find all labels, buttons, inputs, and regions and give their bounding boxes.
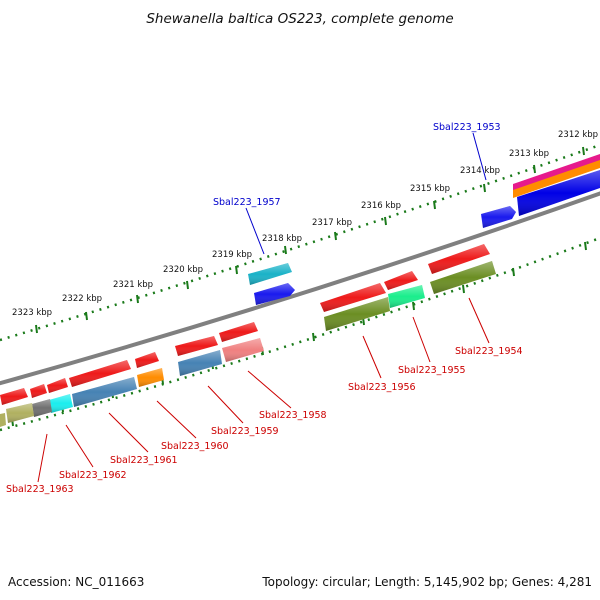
tick-label-2319: 2319 kbp bbox=[212, 250, 252, 260]
gene-label-sbal223-1953[interactable]: Sbal223_1953 bbox=[433, 122, 501, 133]
gene-sbal223-1953-arrow[interactable] bbox=[481, 206, 516, 228]
tick-label-2317: 2317 kbp bbox=[312, 218, 352, 228]
gene-sbal223-1955-arrows[interactable] bbox=[384, 271, 425, 308]
label-leader-lines bbox=[37, 132, 490, 483]
leftmost-gene-arrows[interactable] bbox=[0, 388, 34, 427]
gene-label-sbal223-1954[interactable]: Sbal223_1954 bbox=[455, 346, 523, 357]
gene-sbal223-1960-arrows[interactable] bbox=[135, 352, 164, 387]
tick-label-2313: 2313 kbp bbox=[509, 149, 549, 159]
tick-label-2312: 2312 kbp bbox=[558, 130, 598, 140]
topology-summary-text: Topology: circular; Length: 5,145,902 bp… bbox=[261, 575, 592, 589]
gene-sbal223-1962-arrows[interactable] bbox=[47, 378, 73, 413]
gene-label-sbal223-1960[interactable]: Sbal223_1960 bbox=[161, 441, 229, 452]
gene-label-sbal223-1962[interactable]: Sbal223_1962 bbox=[59, 470, 127, 481]
tick-label-2316: 2316 kbp bbox=[361, 201, 401, 211]
gene-sbal223-1961-arrows[interactable] bbox=[69, 360, 137, 407]
tick-label-2314: 2314 kbp bbox=[460, 166, 500, 176]
gene-sbal223-1957-arrows[interactable] bbox=[248, 263, 295, 305]
gene-label-sbal223-1963[interactable]: Sbal223_1963 bbox=[6, 484, 74, 495]
forward-feature-bands bbox=[513, 154, 600, 216]
upper-major-ticks bbox=[35, 146, 585, 334]
gene-label-sbal223-1959[interactable]: Sbal223_1959 bbox=[211, 426, 279, 437]
map-title: Shewanella baltica OS223, complete genom… bbox=[146, 11, 453, 27]
upper-tick-track bbox=[0, 143, 600, 342]
gene-sbal223-1956-arrows[interactable] bbox=[320, 283, 390, 331]
gene-label-sbal223-1957[interactable]: Sbal223_1957 bbox=[213, 197, 281, 208]
gene-label-sbal223-1961[interactable]: Sbal223_1961 bbox=[110, 455, 178, 466]
tick-label-2321: 2321 kbp bbox=[113, 280, 153, 290]
tick-label-2315: 2315 kbp bbox=[410, 184, 450, 194]
gene-label-sbal223-1958[interactable]: Sbal223_1958 bbox=[259, 410, 327, 421]
accession-text: Accession: NC_011663 bbox=[8, 575, 144, 589]
gene-label-sbal223-1955[interactable]: Sbal223_1955 bbox=[398, 365, 466, 376]
tick-label-2318: 2318 kbp bbox=[262, 234, 302, 244]
gene-sbal223-1958-arrows[interactable] bbox=[219, 322, 264, 362]
gene-sbal223-1954-arrows[interactable] bbox=[428, 244, 496, 294]
tick-label-2323: 2323 kbp bbox=[12, 308, 52, 318]
gene-label-sbal223-1956[interactable]: Sbal223_1956 bbox=[348, 382, 416, 393]
lower-tick-track bbox=[0, 236, 600, 432]
tick-label-2320: 2320 kbp bbox=[163, 265, 203, 275]
tick-label-2322: 2322 kbp bbox=[62, 294, 102, 304]
genome-backbone bbox=[0, 191, 600, 386]
gene-sbal223-1959-arrows[interactable] bbox=[175, 336, 222, 376]
gene-sbal223-1963-arrows[interactable] bbox=[30, 384, 52, 417]
